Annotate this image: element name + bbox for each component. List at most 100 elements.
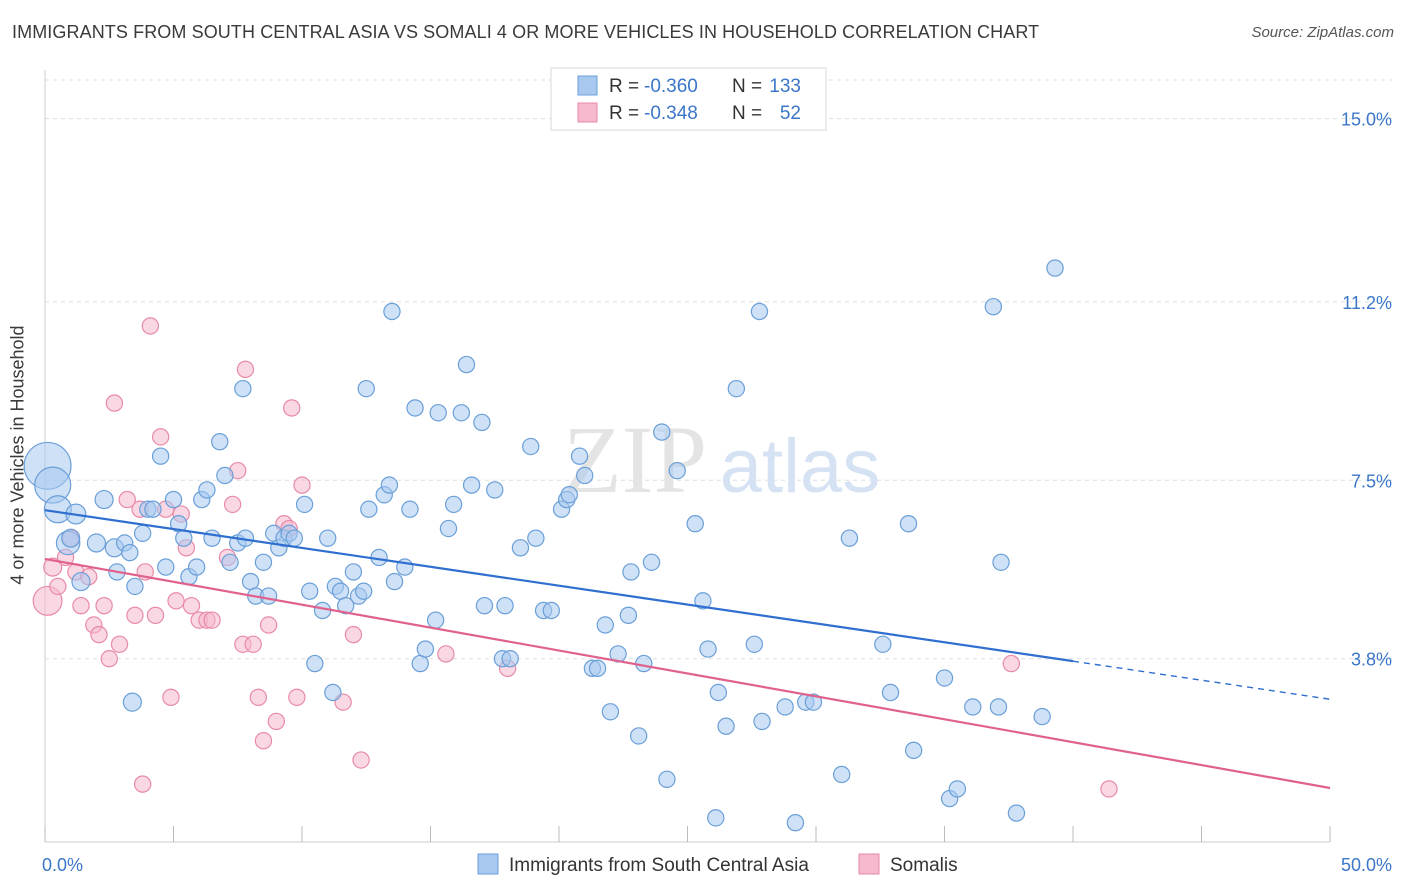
somalis-point-46 xyxy=(344,625,363,644)
somalis-point-34 xyxy=(236,360,255,379)
sca-point-27 xyxy=(211,433,229,451)
sca-point-58 xyxy=(380,476,399,494)
sca-point-121 xyxy=(904,741,923,760)
somalis-point-10 xyxy=(95,596,113,615)
somalis-point-51 xyxy=(1100,780,1118,798)
y-tick-label-2: 11.2% xyxy=(1342,293,1392,313)
legend-swatch-blue xyxy=(477,853,499,875)
sca-point-7 xyxy=(94,489,114,510)
sca-point-19 xyxy=(164,490,183,509)
sca-point-118 xyxy=(874,635,892,653)
sca-point-132 xyxy=(122,692,142,712)
trend-line-south-central-asia-extension xyxy=(1072,660,1331,700)
sca-point-109 xyxy=(750,302,769,321)
sca-point-62 xyxy=(401,500,419,518)
somalis-point-38 xyxy=(259,616,278,634)
sca-point-71 xyxy=(457,355,476,374)
sca-point-44 xyxy=(306,654,324,673)
sca-point-108 xyxy=(727,379,746,398)
somalis-point-2 xyxy=(49,577,67,596)
sca-point-54 xyxy=(360,500,378,518)
somalis-point-15 xyxy=(126,606,144,625)
somalis-points xyxy=(32,317,1118,798)
sca-point-69 xyxy=(444,495,463,514)
sca-point-117 xyxy=(840,529,859,547)
sca-point-41 xyxy=(285,529,303,547)
sca-point-120 xyxy=(899,514,918,533)
x-tick-label-1: 50.0% xyxy=(1341,855,1392,875)
sca-point-130 xyxy=(1033,707,1051,726)
sca-point-104 xyxy=(699,640,717,658)
sca-point-100 xyxy=(668,461,686,480)
sca-point-12 xyxy=(121,543,139,562)
somalis-point-36 xyxy=(249,688,268,707)
sca-point-102 xyxy=(686,514,704,533)
sca-point-26 xyxy=(203,529,221,547)
somalis-point-11 xyxy=(100,650,118,668)
sca-point-17 xyxy=(151,447,170,465)
sca-point-18 xyxy=(157,558,175,576)
somalis-point-29 xyxy=(203,611,221,629)
sca-point-87 xyxy=(570,447,589,465)
sca-point-68 xyxy=(439,519,458,538)
sca-point-99 xyxy=(653,423,671,441)
chart-title: IMMIGRANTS FROM SOUTH CENTRAL ASIA VS SO… xyxy=(12,22,1040,42)
sca-point-23 xyxy=(187,558,206,576)
sca-point-43 xyxy=(301,582,319,600)
stats-r-value-2: -0.348 xyxy=(644,103,698,124)
somalis-point-14 xyxy=(118,490,136,509)
legend-label-blue: Immigrants from South Central Asia xyxy=(509,855,809,876)
watermark: ZIP atlas xyxy=(563,406,880,513)
sca-point-98 xyxy=(642,553,661,571)
somalis-point-52 xyxy=(133,775,152,793)
sca-point-14 xyxy=(133,524,152,543)
stats-n-value-2: 52 xyxy=(780,103,801,124)
sca-point-13 xyxy=(126,577,144,596)
somalis-point-12 xyxy=(105,394,124,412)
stats-legend: R = -0.360 N = 133 R = -0.348 N = 52 xyxy=(550,67,827,131)
sca-point-124 xyxy=(948,780,967,798)
somalis-point-22 xyxy=(162,688,180,707)
sca-point-80 xyxy=(522,437,540,456)
sca-point-122 xyxy=(935,669,954,687)
sca-point-95 xyxy=(622,563,640,581)
sca-point-125 xyxy=(964,698,982,716)
somalis-point-26 xyxy=(182,596,201,615)
y-tick-label-1: 7.5% xyxy=(1351,471,1392,491)
somalis-point-1 xyxy=(43,557,63,577)
sca-point-48 xyxy=(331,582,350,600)
sca-point-28 xyxy=(216,466,234,485)
somalis-point-44 xyxy=(293,476,311,494)
sca-point-72 xyxy=(462,476,481,494)
trend-line-south-central-asia xyxy=(44,509,1074,663)
x-tick-label-0: 0.0% xyxy=(42,855,83,875)
stats-swatch-pink xyxy=(577,102,598,123)
somalis-point-13 xyxy=(110,635,129,653)
sca-point-116 xyxy=(833,765,851,784)
sca-point-129 xyxy=(1007,804,1026,822)
stats-swatch-blue xyxy=(577,75,598,96)
somalis-point-42 xyxy=(283,399,301,417)
tick-labels: 3.8% 7.5% 11.2% 15.0% 0.0% 50.0% xyxy=(42,110,1392,875)
sca-point-105 xyxy=(707,809,725,827)
sca-point-36 xyxy=(259,587,278,605)
sca-point-77 xyxy=(501,650,519,668)
sca-point-128 xyxy=(992,553,1010,571)
sca-point-8 xyxy=(86,533,107,553)
sca-point-112 xyxy=(776,698,794,716)
sca-point-88 xyxy=(576,466,594,485)
sca-point-96 xyxy=(629,727,648,745)
sca-point-107 xyxy=(717,717,735,735)
sca-point-55 xyxy=(357,379,375,398)
sca-point-106 xyxy=(709,683,728,702)
sca-point-94 xyxy=(619,606,638,625)
trend-lines xyxy=(44,509,1331,790)
somalis-point-35 xyxy=(244,635,262,653)
sca-point-51 xyxy=(344,563,363,581)
sca-point-66 xyxy=(426,611,445,629)
y-axis-label: 4 or more Vehicles in Household xyxy=(7,325,28,585)
sca-point-78 xyxy=(496,596,514,615)
sca-point-25 xyxy=(198,481,216,499)
sca-point-103 xyxy=(694,592,712,610)
